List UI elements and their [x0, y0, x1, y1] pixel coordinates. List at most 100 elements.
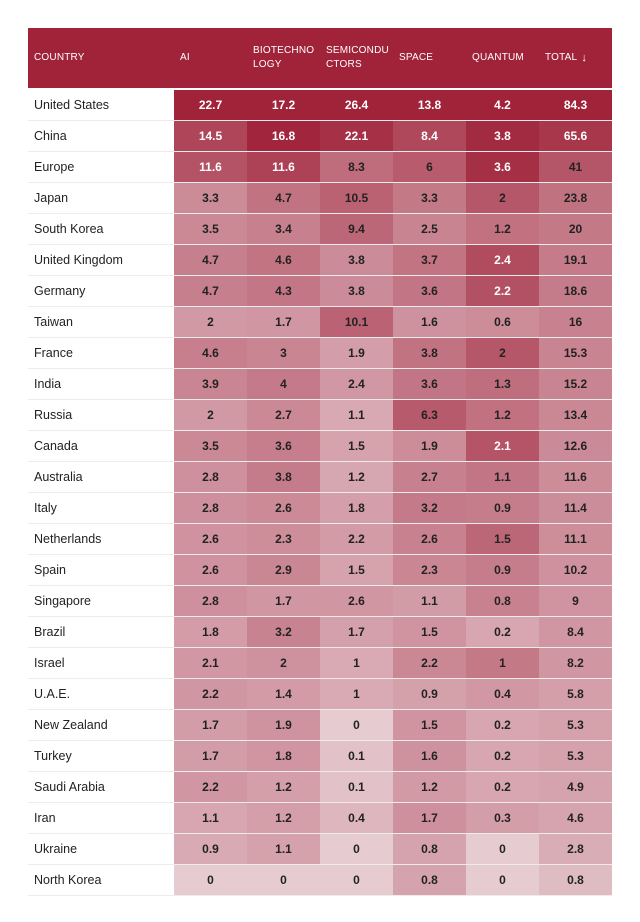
country-cell: Iran: [34, 811, 56, 825]
table-row: Turkey 1.7 1.8 0.1 1.6 0.2 5.3: [28, 741, 612, 772]
bio-value-cell: 2.6: [247, 493, 320, 523]
table-row: United Kingdom 4.7 4.6 3.8 3.7 2.4 19.1: [28, 245, 612, 276]
semi-value-cell: 1.2: [320, 462, 393, 492]
space-value-cell: 13.8: [393, 90, 466, 120]
bio-value-cell: 1.7: [247, 307, 320, 337]
space-value-cell: 2.5: [393, 214, 466, 244]
quantum-value-cell: 1.3: [466, 369, 539, 399]
space-value-cell: 1.6: [393, 741, 466, 771]
space-value-cell: 0.9: [393, 679, 466, 709]
space-value-cell: 1.7: [393, 803, 466, 833]
ai-value-cell: 1.7: [174, 710, 247, 740]
ai-value-cell: 22.7: [174, 90, 247, 120]
semi-value-cell: 1.5: [320, 555, 393, 585]
quantum-value-cell: 0: [466, 865, 539, 895]
semi-value-cell: 26.4: [320, 90, 393, 120]
total-value-cell: 18.6: [539, 276, 612, 306]
bio-value-cell: 2.7: [247, 400, 320, 430]
space-value-cell: 3.8: [393, 338, 466, 368]
total-value-cell: 8.4: [539, 617, 612, 647]
header-quantum[interactable]: QUANTUM: [472, 52, 524, 63]
total-value-cell: 20: [539, 214, 612, 244]
space-value-cell: 3.6: [393, 276, 466, 306]
bio-value-cell: 1.8: [247, 741, 320, 771]
country-cell: Japan: [34, 191, 69, 205]
quantum-value-cell: 1.2: [466, 400, 539, 430]
country-cell: United Kingdom: [34, 253, 123, 267]
quantum-value-cell: 3.8: [466, 121, 539, 151]
space-value-cell: 1.2: [393, 772, 466, 802]
quantum-value-cell: 2.2: [466, 276, 539, 306]
table-row: China 14.5 16.8 22.1 8.4 3.8 65.6: [28, 121, 612, 152]
quantum-value-cell: 0.9: [466, 493, 539, 523]
semi-value-cell: 1: [320, 648, 393, 678]
bio-value-cell: 4.7: [247, 183, 320, 213]
ai-value-cell: 2.1: [174, 648, 247, 678]
semi-value-cell: 0.1: [320, 772, 393, 802]
table-row: Iran 1.1 1.2 0.4 1.7 0.3 4.6: [28, 803, 612, 834]
table-header: COUNTRY AI BIOTECHNO LOGY SEMICONDU CTOR…: [28, 28, 612, 88]
quantum-value-cell: 1: [466, 648, 539, 678]
space-value-cell: 0.8: [393, 834, 466, 864]
table-row: Taiwan 2 1.7 10.1 1.6 0.6 16: [28, 307, 612, 338]
country-cell: South Korea: [34, 222, 104, 236]
ai-value-cell: 2.6: [174, 524, 247, 554]
bio-value-cell: 4.3: [247, 276, 320, 306]
quantum-value-cell: 3.6: [466, 152, 539, 182]
total-value-cell: 65.6: [539, 121, 612, 151]
total-value-cell: 5.3: [539, 710, 612, 740]
ai-value-cell: 4.7: [174, 245, 247, 275]
semi-value-cell: 3.8: [320, 276, 393, 306]
country-cell: Taiwan: [34, 315, 73, 329]
table-row: Israel 2.1 2 1 2.2 1 8.2: [28, 648, 612, 679]
quantum-value-cell: 1.5: [466, 524, 539, 554]
ai-value-cell: 2.8: [174, 586, 247, 616]
quantum-value-cell: 0.4: [466, 679, 539, 709]
space-value-cell: 2.2: [393, 648, 466, 678]
bio-value-cell: 2.3: [247, 524, 320, 554]
semi-value-cell: 9.4: [320, 214, 393, 244]
semi-value-cell: 0.1: [320, 741, 393, 771]
table-row: Saudi Arabia 2.2 1.2 0.1 1.2 0.2 4.9: [28, 772, 612, 803]
table-row: Italy 2.8 2.6 1.8 3.2 0.9 11.4: [28, 493, 612, 524]
ai-value-cell: 2: [174, 307, 247, 337]
quantum-value-cell: 2: [466, 338, 539, 368]
semi-value-cell: 2.2: [320, 524, 393, 554]
table-row: Singapore 2.8 1.7 2.6 1.1 0.8 9: [28, 586, 612, 617]
semi-value-cell: 10.1: [320, 307, 393, 337]
bio-value-cell: 11.6: [247, 152, 320, 182]
semi-value-cell: 10.5: [320, 183, 393, 213]
bio-value-cell: 4.6: [247, 245, 320, 275]
quantum-value-cell: 0.2: [466, 741, 539, 771]
ai-value-cell: 0.9: [174, 834, 247, 864]
header-ai[interactable]: AI: [180, 52, 190, 63]
semi-value-cell: 1.7: [320, 617, 393, 647]
total-value-cell: 5.8: [539, 679, 612, 709]
total-value-cell: 4.6: [539, 803, 612, 833]
bio-value-cell: 1.1: [247, 834, 320, 864]
header-total[interactable]: TOTAL ↓: [545, 52, 588, 64]
space-value-cell: 6: [393, 152, 466, 182]
quantum-value-cell: 0: [466, 834, 539, 864]
space-value-cell: 2.3: [393, 555, 466, 585]
bio-value-cell: 1.2: [247, 772, 320, 802]
semi-value-cell: 0: [320, 834, 393, 864]
header-semiconductors[interactable]: SEMICONDU CTORS: [326, 45, 389, 70]
country-cell: Singapore: [34, 594, 91, 608]
space-value-cell: 1.9: [393, 431, 466, 461]
ai-value-cell: 4.7: [174, 276, 247, 306]
semi-value-cell: 2.4: [320, 369, 393, 399]
country-cell: Spain: [34, 563, 66, 577]
total-value-cell: 11.1: [539, 524, 612, 554]
total-value-cell: 23.8: [539, 183, 612, 213]
header-biotechnology[interactable]: BIOTECHNO LOGY: [253, 45, 315, 70]
space-value-cell: 3.2: [393, 493, 466, 523]
country-cell: Netherlands: [34, 532, 102, 546]
bio-value-cell: 1.9: [247, 710, 320, 740]
header-country[interactable]: COUNTRY: [34, 52, 85, 63]
ai-value-cell: 3.9: [174, 369, 247, 399]
country-cell: France: [34, 346, 73, 360]
bio-value-cell: 2.9: [247, 555, 320, 585]
header-space[interactable]: SPACE: [399, 52, 434, 63]
total-value-cell: 11.6: [539, 462, 612, 492]
